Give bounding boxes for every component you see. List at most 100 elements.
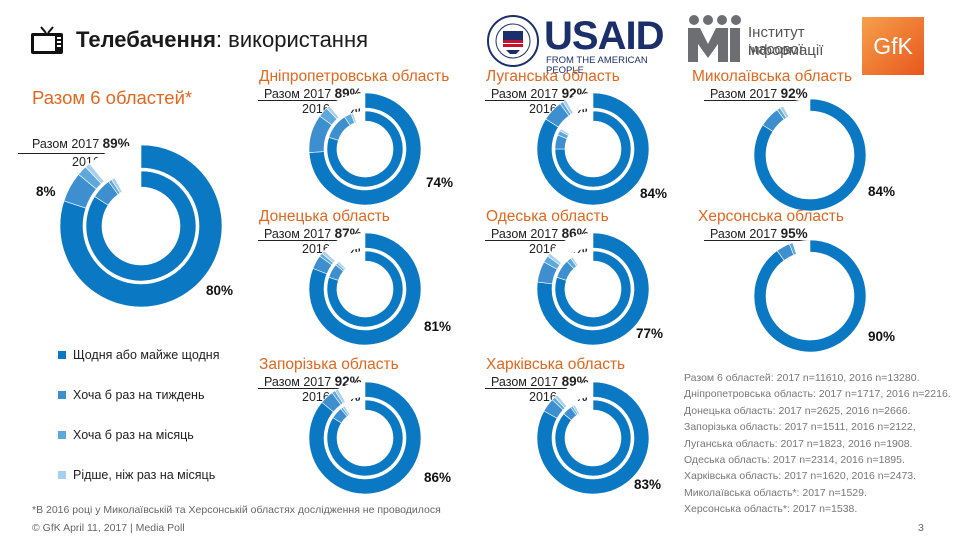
odesa-label-2017: Разом 2017 86%	[491, 226, 589, 241]
kharkiv-daily-label: 83%	[634, 477, 662, 492]
page-title: Телебачення: використання	[76, 27, 369, 52]
chart-title-donetsk: Донецька область	[259, 208, 390, 225]
ring-2017-segment-daily	[753, 239, 867, 353]
ring-2016-remainder	[326, 111, 403, 187]
ring-2016-segment-weekly	[332, 408, 348, 424]
sample-size-kherson: Херсонська область*: 2017 n=1538.	[684, 503, 858, 516]
sample-size-dnipro: Дніпропетровська область: 2017 n=1717, 2…	[684, 388, 951, 401]
usaid-wordmark: USAID	[544, 14, 664, 58]
total-daily-label: 80%	[206, 283, 234, 298]
ring-2016-segment-rarely	[342, 405, 351, 416]
ring-2016-segment-daily	[326, 250, 404, 328]
ring-2016-segment-weekly	[554, 134, 568, 150]
ring-2017-segment-weekly	[776, 243, 795, 261]
ring-2016-segment-daily	[554, 110, 632, 188]
kherson-label-2017: Разом 2017 95%	[710, 226, 808, 241]
ring-2017-segment-monthly	[78, 166, 102, 190]
gfk-logo: GfK	[862, 17, 924, 75]
legend-label-monthly: Хоча б раз на місяць	[73, 428, 194, 442]
ring-2016-remainder	[85, 171, 196, 281]
ring-2017-segment-rarely	[779, 105, 790, 119]
ring-2016-segment-monthly	[340, 406, 349, 417]
ring-2016-segment-rarely	[570, 256, 579, 267]
ring-2016-segment-monthly	[566, 257, 577, 270]
sample-size-mykolaiv: Миколаївська область*: 2017 n=1529.	[684, 486, 867, 499]
ring-2016-segment-weekly	[94, 181, 119, 206]
zaporizhzhia-label-2017: Разом 2017 92%	[264, 374, 362, 389]
ring-2017-segment-monthly	[776, 107, 787, 120]
total-label-2017: Разом 2017 89%	[32, 136, 130, 151]
mykolaiv-underline	[704, 100, 808, 101]
chart-title-zaporizhzhia: Запорізька область	[259, 356, 399, 373]
legend-item-monthly: Хоча б раз на місяць	[58, 428, 194, 442]
ring-2016-segment-monthly	[557, 130, 569, 140]
tv-icon	[31, 26, 63, 54]
ring-2016-segment-daily	[326, 399, 404, 477]
kherson-daily-label: 90%	[868, 329, 896, 344]
total-label-2016: 2016 92%	[72, 154, 131, 169]
sample-size-kharkiv: Харківська область: 2017 n=1620, 2016 n=…	[684, 470, 917, 483]
chart-title-dnipro: Дніпропетровська область	[259, 68, 450, 85]
ring-2016-segment-daily	[326, 110, 404, 188]
legend-item-rarely: Рідше, ніж раз на місяць	[58, 468, 215, 482]
ring-2017-segment-daily	[753, 98, 867, 212]
total-side-label: 8%	[36, 184, 56, 199]
ring-2017-remainder	[753, 99, 866, 211]
sample-size-luhansk: Луганська область: 2017 n=1823, 2016 n=1…	[684, 437, 913, 450]
dnipro-label-2017: Разом 2017 89%	[264, 86, 362, 101]
legend-swatch-daily	[58, 351, 66, 359]
odesa-daily-label: 77%	[636, 326, 664, 341]
ring-2017-segment-monthly	[543, 255, 561, 270]
page-number: 3	[918, 522, 924, 534]
ring-2016-segment-weekly	[556, 260, 575, 281]
dnipro-daily-label: 74%	[426, 175, 454, 190]
chart-title-kherson: Херсонська область	[698, 208, 844, 225]
legend-swatch-rarely	[58, 471, 66, 479]
imi-name-line1: Інститут масової	[748, 24, 805, 58]
ring-2016-segment-weekly	[328, 264, 344, 281]
ring-2016-remainder	[554, 111, 631, 188]
kherson-underline	[704, 240, 808, 241]
kharkiv-label-2016: 2016 92%	[529, 389, 588, 404]
ring-2016-remainder	[326, 400, 403, 476]
sample-size-total: Разом 6 областей: 2017 n=11610, 2016 n=1…	[684, 372, 920, 384]
slide-header: Телебачення: використання	[30, 22, 368, 58]
legend-item-weekly: Хоча б раз на тиждень	[58, 388, 204, 402]
donetsk-daily-label: 81%	[424, 319, 452, 334]
mykolaiv-daily-label: 84%	[868, 184, 896, 199]
kharkiv-label-2017: Разом 2017 89%	[491, 374, 589, 389]
legend-label-daily: Щодня або майже щодня	[73, 348, 220, 362]
chart-title-luhansk: Луганська область	[486, 68, 620, 85]
sample-size-donetsk: Донецька область: 2017 n=2625, 2016 n=26…	[684, 404, 911, 417]
luhansk-label-2016: 2016 84%	[529, 101, 588, 116]
ring-2017-segment-weekly	[312, 255, 333, 275]
legend-label-weekly: Хоча б раз на тиждень	[73, 388, 205, 402]
chart-title-mykolaiv: Миколаївська область	[692, 68, 853, 85]
usaid-logo: USAID FROM THE AMERICAN PEOPLE	[486, 14, 670, 76]
imi-figures-icon	[688, 15, 741, 62]
legend-swatch-weekly	[58, 391, 66, 399]
ring-2017-segment-monthly	[788, 242, 797, 256]
donetsk-label-2016: 2016 88%	[302, 241, 361, 256]
zaporizhzhia-daily-label: 86%	[424, 470, 452, 485]
luhansk-daily-label: 84%	[640, 186, 668, 201]
chart-title-kharkiv: Харківська область	[486, 356, 626, 373]
ring-2016-remainder	[326, 251, 403, 327]
ring-2016-remainder	[554, 251, 631, 327]
sample-size-odesa: Одеська область: 2017 n=2314, 2016 n=189…	[684, 454, 905, 467]
footer-copyright: © GfK April 11, 2017 | Media Poll	[32, 522, 185, 534]
gfk-logo-text: GfK	[873, 32, 913, 59]
ring-2016-segment-monthly	[570, 405, 579, 416]
ring-2017-segment-weekly	[63, 173, 97, 209]
chart-title-total: Разом 6 областей*	[32, 87, 193, 108]
sample-size-zaporizhzhia: Запорізька область: 2017 n=1511, 2016 n=…	[684, 421, 916, 434]
ring-2017-remainder	[59, 145, 222, 307]
mykolaiv-label-2017: Разом 2017 92%	[710, 86, 808, 101]
usaid-tagline: FROM THE AMERICAN PEOPLE	[546, 55, 648, 76]
ring-2016-segment-daily	[554, 399, 632, 477]
usaid-seal-icon	[487, 15, 539, 67]
ring-2016-segment-monthly	[108, 179, 121, 195]
legend-swatch-monthly	[58, 431, 66, 439]
sample-size-list: Разом 6 областей: 2017 n=11610, 2016 n=1…	[684, 370, 951, 518]
luhansk-label-2017: Разом 2017 92%	[491, 86, 589, 101]
